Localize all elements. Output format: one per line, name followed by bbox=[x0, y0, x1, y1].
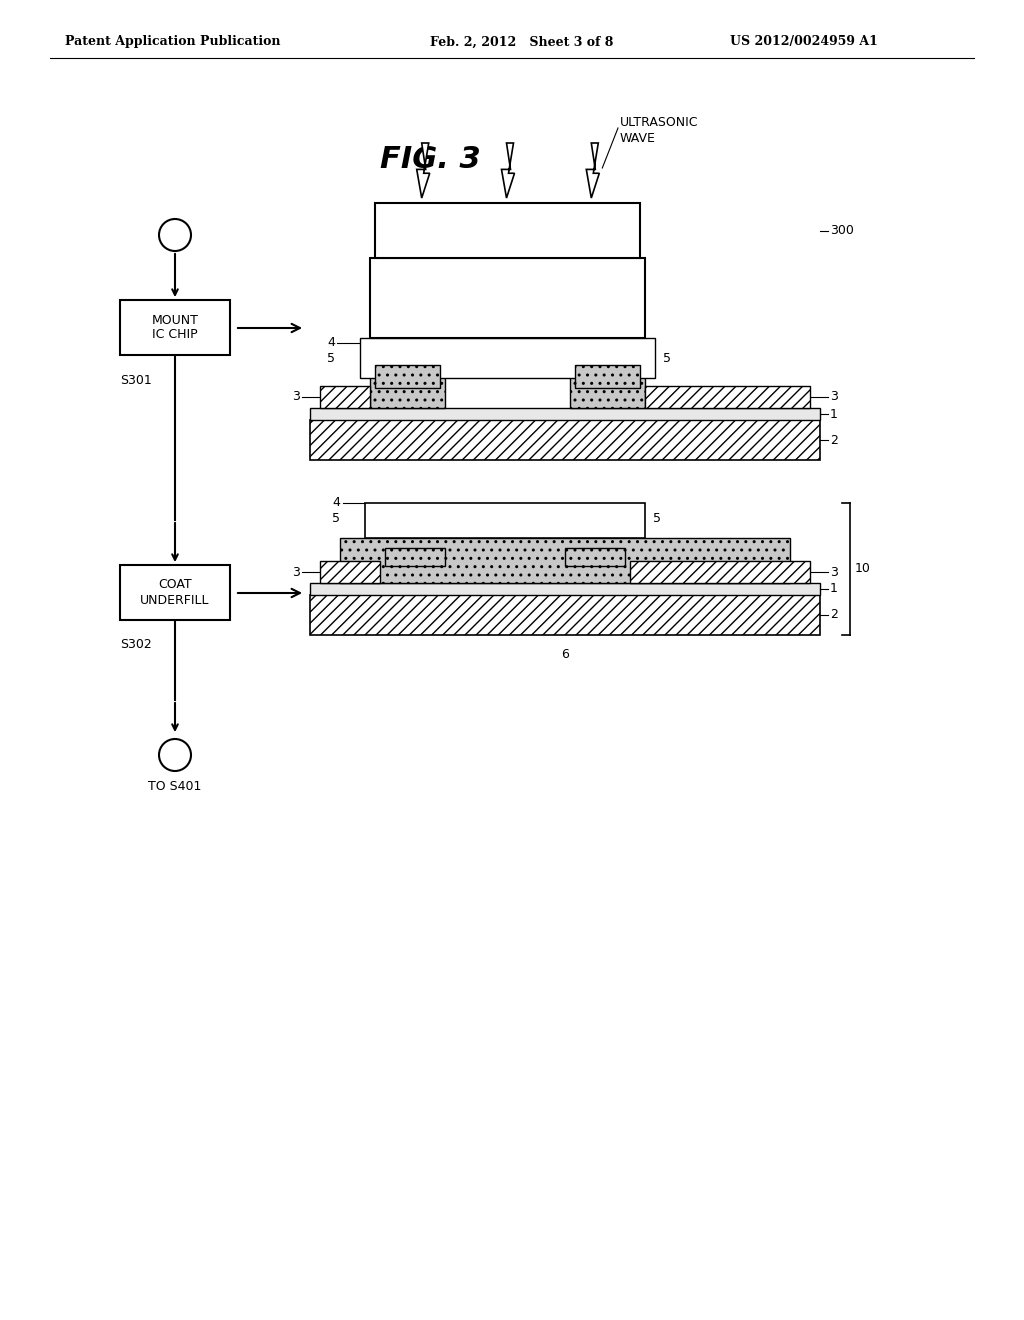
Bar bbox=[310, 420, 820, 459]
Text: 5: 5 bbox=[663, 351, 671, 364]
Text: 3: 3 bbox=[830, 565, 838, 578]
Text: FIG. 3: FIG. 3 bbox=[380, 145, 480, 174]
Bar bbox=[310, 583, 820, 595]
Text: 4: 4 bbox=[327, 337, 335, 350]
Text: 1: 1 bbox=[830, 408, 838, 421]
Bar bbox=[565, 548, 625, 566]
Bar bbox=[375, 366, 440, 388]
Bar bbox=[570, 374, 645, 408]
Text: WAVE: WAVE bbox=[620, 132, 656, 144]
Bar bbox=[340, 539, 790, 583]
Text: 2: 2 bbox=[830, 609, 838, 622]
Text: 3: 3 bbox=[830, 391, 838, 404]
Bar bbox=[319, 561, 380, 583]
Text: 300: 300 bbox=[830, 224, 854, 238]
Text: Patent Application Publication: Patent Application Publication bbox=[65, 36, 281, 49]
Polygon shape bbox=[587, 143, 599, 198]
Text: 5: 5 bbox=[327, 351, 335, 364]
Text: Feb. 2, 2012   Sheet 3 of 8: Feb. 2, 2012 Sheet 3 of 8 bbox=[430, 36, 613, 49]
Text: 5: 5 bbox=[653, 511, 662, 524]
Text: ULTRASONIC: ULTRASONIC bbox=[620, 116, 698, 129]
Text: COAT: COAT bbox=[158, 578, 191, 591]
Bar bbox=[645, 385, 810, 408]
Text: 3: 3 bbox=[292, 391, 300, 404]
Bar bbox=[360, 338, 655, 378]
Bar bbox=[370, 374, 445, 408]
Polygon shape bbox=[417, 143, 430, 198]
Bar bbox=[310, 408, 820, 420]
Bar bbox=[310, 595, 820, 635]
Text: 10: 10 bbox=[855, 562, 870, 576]
Text: 5: 5 bbox=[332, 511, 340, 524]
Bar bbox=[385, 548, 445, 566]
Bar bbox=[375, 203, 640, 257]
Bar bbox=[370, 257, 645, 338]
Bar bbox=[365, 503, 645, 539]
Text: S302: S302 bbox=[120, 639, 152, 652]
Text: US 2012/0024959 A1: US 2012/0024959 A1 bbox=[730, 36, 878, 49]
Bar bbox=[120, 565, 230, 620]
Text: 1: 1 bbox=[830, 582, 838, 595]
Bar bbox=[120, 300, 230, 355]
Text: 6: 6 bbox=[561, 648, 569, 661]
Text: 3: 3 bbox=[292, 565, 300, 578]
Text: IC CHIP: IC CHIP bbox=[153, 327, 198, 341]
Bar bbox=[630, 561, 810, 583]
Text: UNDERFILL: UNDERFILL bbox=[140, 594, 210, 607]
Text: S301: S301 bbox=[120, 374, 152, 387]
Text: MOUNT: MOUNT bbox=[152, 314, 199, 327]
Text: TO S401: TO S401 bbox=[148, 780, 202, 793]
Bar bbox=[575, 366, 640, 388]
Bar bbox=[319, 385, 370, 408]
Text: 2: 2 bbox=[830, 433, 838, 446]
Text: 4: 4 bbox=[332, 496, 340, 510]
Polygon shape bbox=[502, 143, 514, 198]
